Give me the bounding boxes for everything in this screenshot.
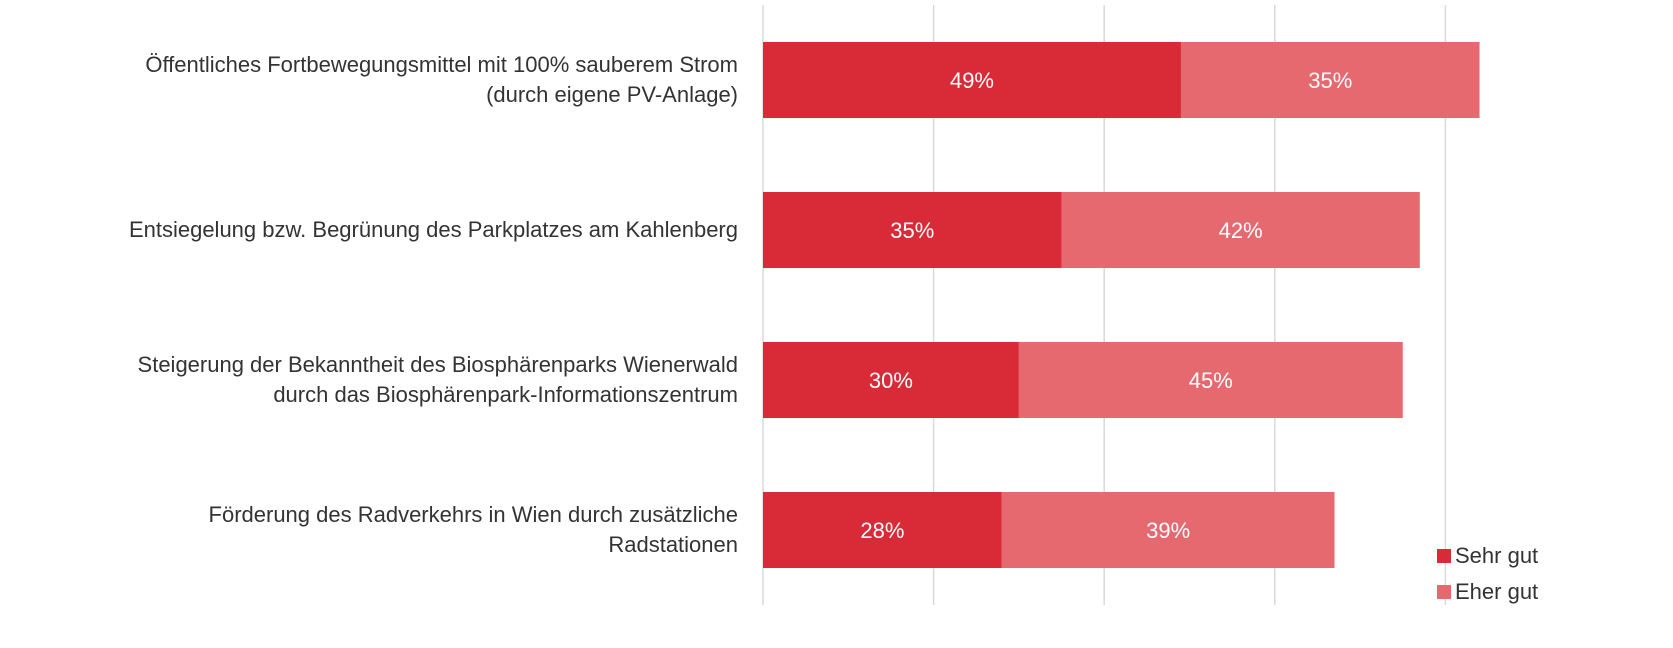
bar-segment — [1001, 492, 1335, 568]
legend-label: Eher gut — [1455, 579, 1538, 604]
value-label: 30% — [869, 368, 913, 393]
bar-segment — [763, 492, 1002, 568]
legend-label: Sehr gut — [1455, 543, 1538, 568]
legend-swatch — [1437, 585, 1451, 599]
bar-segment — [1180, 42, 1480, 118]
category-label: Entsiegelung bzw. Begrünung des Parkplat… — [128, 217, 738, 242]
value-label: 39% — [1146, 518, 1190, 543]
bar-segment — [763, 192, 1062, 268]
value-label: 35% — [1308, 68, 1352, 93]
category-label: Öffentliches Fortbewegungsmittel mit 100… — [145, 52, 738, 107]
legend-swatch — [1437, 549, 1451, 563]
value-label: 42% — [1219, 218, 1263, 243]
category-label: Steigerung der Bekanntheit des Biosphäre… — [137, 352, 738, 407]
bar-segment — [763, 42, 1181, 118]
value-label: 49% — [950, 68, 994, 93]
category-label: Förderung des Radverkehrs in Wien durch … — [208, 502, 738, 557]
value-label: 45% — [1189, 368, 1233, 393]
bar-segment — [1018, 342, 1403, 418]
value-label: 28% — [860, 518, 904, 543]
bar-segment — [1061, 192, 1420, 268]
value-label: 35% — [890, 218, 934, 243]
bar-segment — [763, 342, 1019, 418]
